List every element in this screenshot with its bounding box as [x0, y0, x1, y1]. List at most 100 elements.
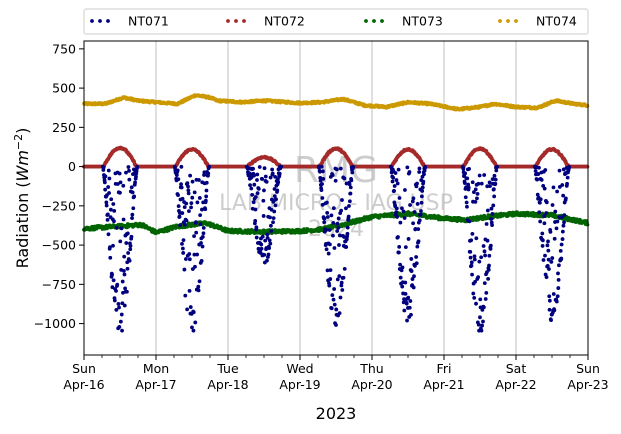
point-nt071 — [183, 222, 187, 227]
point-nt071 — [479, 255, 484, 260]
point-nt071 — [565, 181, 569, 186]
point-nt071 — [465, 176, 470, 181]
point-nt071 — [487, 180, 492, 185]
point-nt071 — [474, 301, 478, 306]
point-nt071 — [468, 249, 473, 254]
point-nt071 — [335, 229, 340, 233]
point-nt071 — [178, 223, 183, 228]
point-nt071 — [204, 194, 209, 199]
point-nt071 — [255, 178, 259, 182]
point-nt071 — [338, 295, 343, 300]
point-nt071 — [466, 185, 471, 190]
point-nt071 — [108, 207, 113, 212]
point-nt071 — [255, 191, 260, 196]
point-nt071 — [335, 221, 340, 226]
point-nt071 — [406, 295, 411, 300]
point-nt071 — [549, 260, 554, 264]
point-nt071 — [114, 289, 118, 293]
x-tick-label-day: Fri — [437, 361, 452, 376]
point-nt071 — [118, 180, 123, 185]
point-nt071 — [412, 210, 417, 214]
point-nt071 — [183, 293, 188, 298]
point-nt071 — [467, 167, 471, 171]
point-nt071 — [111, 243, 115, 248]
point-nt071 — [331, 233, 335, 238]
point-nt071 — [485, 238, 490, 243]
point-nt071 — [279, 164, 284, 169]
point-nt071 — [403, 291, 408, 296]
x-tick-label-date: Apr-22 — [495, 377, 536, 392]
point-nt071 — [538, 219, 543, 224]
point-nt071 — [547, 298, 552, 303]
point-nt071 — [488, 184, 492, 189]
point-nt071 — [555, 219, 560, 224]
point-nt071 — [271, 216, 276, 221]
point-nt071 — [321, 176, 326, 181]
point-nt071 — [193, 264, 197, 269]
point-nt071 — [394, 178, 399, 182]
point-nt071 — [269, 223, 273, 228]
point-nt071 — [118, 319, 123, 324]
x-tick-label-day: Mon — [143, 361, 169, 376]
point-nt071 — [107, 191, 111, 195]
point-nt071 — [277, 171, 282, 176]
point-nt071 — [421, 179, 426, 184]
legend-marker — [498, 19, 502, 23]
y-tick-label: −500 — [42, 238, 76, 253]
point-nt071 — [334, 307, 339, 312]
point-nt071 — [487, 253, 492, 258]
point-nt071 — [111, 202, 116, 206]
point-nt071 — [407, 170, 412, 174]
point-nt071 — [483, 297, 488, 301]
point-nt071 — [116, 302, 121, 306]
y-tick-label: 500 — [52, 81, 76, 96]
point-nt071 — [560, 183, 565, 187]
point-nt071 — [197, 178, 201, 182]
point-nt071 — [479, 328, 484, 333]
legend-marker — [234, 19, 238, 23]
point-nt071 — [261, 198, 266, 203]
point-nt071 — [411, 196, 416, 201]
point-nt071 — [332, 302, 337, 307]
data-points — [82, 93, 590, 333]
point-nt071 — [201, 231, 206, 236]
point-nt071 — [176, 193, 180, 197]
point-nt071 — [537, 210, 542, 215]
point-nt071 — [348, 191, 353, 196]
point-nt071 — [330, 173, 335, 178]
point-nt071 — [492, 194, 497, 199]
point-nt071 — [544, 211, 549, 215]
point-nt071 — [391, 175, 396, 180]
point-nt071 — [265, 258, 269, 263]
y-tick-label: −1000 — [34, 316, 76, 331]
legend-marker — [226, 19, 230, 23]
point-nt071 — [563, 196, 568, 201]
point-nt071 — [473, 187, 478, 192]
point-nt071 — [339, 208, 343, 213]
point-nt071 — [120, 279, 125, 284]
point-nt071 — [275, 188, 280, 193]
point-nt071 — [556, 277, 561, 282]
legend-label: NT073 — [402, 14, 443, 29]
point-nt071 — [122, 254, 127, 259]
point-nt071 — [187, 209, 191, 214]
point-nt071 — [111, 278, 116, 283]
point-nt071 — [197, 196, 202, 200]
point-nt071 — [465, 204, 469, 209]
point-nt071 — [398, 275, 403, 280]
point-nt071 — [253, 219, 258, 223]
point-nt071 — [406, 237, 411, 241]
point-nt071 — [195, 200, 200, 205]
point-nt071 — [398, 220, 403, 225]
point-nt071 — [262, 188, 266, 193]
point-nt071 — [269, 229, 274, 234]
point-nt071 — [193, 320, 198, 325]
point-nt071 — [560, 229, 565, 234]
point-nt071 — [540, 244, 545, 248]
point-nt071 — [128, 243, 133, 248]
point-nt071 — [180, 246, 185, 251]
point-nt071 — [260, 234, 265, 239]
point-nt071 — [328, 277, 333, 281]
point-nt071 — [262, 252, 267, 257]
point-nt071 — [175, 168, 180, 173]
